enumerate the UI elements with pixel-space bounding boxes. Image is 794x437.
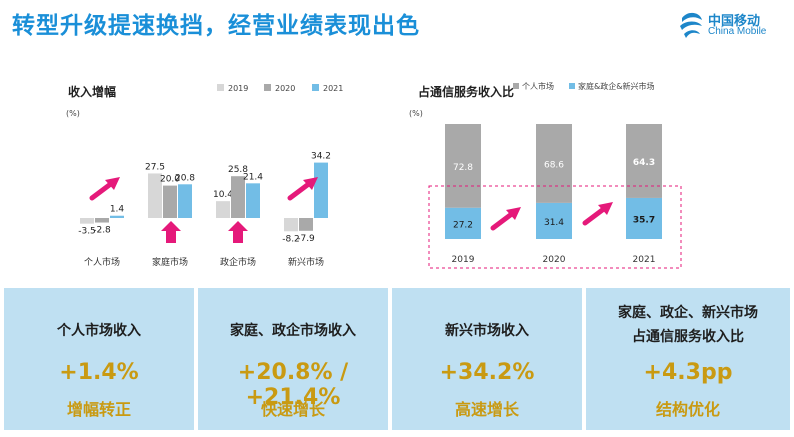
growth-arrow-2020-2021-shaft (582, 205, 608, 226)
stacked-bar-segment (536, 202, 572, 239)
card-note: 快速增长 (260, 400, 325, 419)
legend-swatch (217, 84, 224, 91)
growth-arrow-2019-2020-shaft (490, 210, 516, 231)
legend-label: 2019 (228, 84, 248, 93)
legend-swatch (264, 84, 271, 91)
card-value: +1.4% (59, 360, 139, 385)
legend-swatch (513, 83, 519, 89)
segment-value-label: 27.2 (453, 220, 473, 230)
category-label: 2019 (452, 255, 475, 265)
bar-value-label: 25.8 (228, 165, 248, 175)
growth-arrow-emerging-shaft (287, 180, 313, 201)
stacked-bar-segment (626, 124, 662, 198)
card-value: +4.3pp (643, 360, 733, 385)
segment-value-label: 35.7 (633, 215, 655, 225)
y-unit-label: (%) (409, 109, 423, 118)
bar (178, 184, 192, 218)
card-label: 家庭、政企、新兴市场 (618, 305, 758, 321)
bar (246, 183, 260, 218)
y-unit-label: (%) (66, 109, 80, 118)
bar-value-label: -2.8 (93, 226, 111, 236)
bar (148, 173, 162, 218)
bar (110, 215, 124, 218)
bar (299, 218, 313, 231)
bar-value-label: 20.8 (175, 173, 195, 183)
category-label: 新兴市场 (288, 256, 324, 268)
card-label: 新兴市场收入 (445, 323, 529, 339)
bar (95, 218, 109, 223)
bar (163, 185, 177, 218)
card-note: 结构优化 (655, 400, 720, 419)
logo-icon (680, 12, 702, 38)
growth-arrow-2019-2020-head (506, 207, 521, 220)
growth-arrow-personal-head (105, 177, 120, 190)
stacked-bar-segment (536, 124, 572, 203)
segment-value-label: 31.4 (544, 218, 564, 228)
segment-value-label: 68.6 (544, 160, 564, 170)
bar-value-label: 20.0 (160, 175, 180, 185)
card-value: +20.8% / +21.4% (237, 360, 349, 410)
logo-cn: 中国移动 (708, 14, 761, 29)
growth-arrow-personal-shaft (89, 180, 115, 201)
segment-value-label: 72.8 (453, 163, 473, 173)
stacked-bar-segment (445, 207, 481, 239)
bar (231, 176, 245, 218)
chart1-title: 收入增幅 (68, 85, 117, 99)
category-label: 家庭市场 (152, 256, 188, 268)
legend-swatch (569, 83, 575, 89)
card-emerging: 新兴市场收入 +34.2% 高速增长 (392, 288, 582, 430)
category-label: 个人市场 (84, 256, 120, 268)
card-personal: 个人市场收入 +1.4% 增幅转正 (4, 288, 194, 430)
logo-en: China Mobile (708, 26, 767, 37)
bar (314, 162, 328, 218)
card-share: 家庭、政企、新兴市场 占通信服务收入比 +4.3pp 结构优化 (586, 288, 790, 430)
category-label: 2021 (633, 255, 656, 265)
bar (216, 201, 230, 218)
card-label: 个人市场收入 (57, 323, 141, 339)
growth-arrow-2020-2021-head (598, 202, 613, 215)
segment-value-label: 64.3 (633, 158, 655, 168)
card-value: +34.2% (439, 360, 535, 385)
revenue-growth-chart: (%) 2019 2020 2021 -3.5-2.8 1.4 个人市场 27.5 20.020… (66, 84, 343, 268)
stacked-bar-segment (626, 197, 662, 239)
stacked-bar-segment (445, 124, 481, 208)
page-title: 转型升级提速换挡，经营业绩表现出色 (12, 13, 420, 39)
growth-arrow-emerging-head (303, 177, 318, 190)
card-label: 家庭、政企市场收入 (230, 323, 356, 339)
up-arrow-enterprise (228, 221, 248, 243)
card-note: 高速增长 (454, 400, 519, 419)
legend-label: 2020 (275, 84, 295, 93)
highlight-box (428, 185, 682, 269)
legend-swatch (312, 84, 319, 91)
category-label: 2020 (543, 255, 566, 265)
bar-value-label: 34.2 (311, 152, 331, 162)
card-note: 增幅转正 (66, 400, 131, 419)
bar (80, 218, 94, 224)
bar-value-label: 21.4 (243, 172, 263, 182)
up-arrow-home (161, 221, 181, 243)
chart2-title: 占通信服务收入比 (418, 85, 515, 99)
legend-label: 2021 (323, 84, 343, 93)
bar-value-label: -3.5 (78, 227, 96, 237)
revenue-share-chart: (%) 个人市场 家庭&政企&新兴市场 27.2 72.8 2019 31.4 68.6 202… (409, 81, 682, 269)
card-home-enterprise: 家庭、政企市场收入 +20.8% / +21.4% 快速增长 (198, 288, 388, 430)
legend-label: 个人市场 (522, 81, 554, 91)
card-label-2: 占通信服务收入比 (632, 329, 744, 345)
legend-label: 家庭&政企&新兴市场 (578, 81, 654, 91)
bar-value-label: 27.5 (145, 162, 165, 172)
bar (284, 218, 298, 232)
bar-value-label: -8.2 (282, 234, 300, 244)
category-label: 政企市场 (220, 256, 256, 268)
bar-value-label: -7.9 (297, 234, 315, 244)
china-mobile-logo: 中国移动 China Mobile (678, 8, 786, 44)
bar-value-label: 1.4 (110, 205, 125, 215)
bar-value-label: 10.4 (213, 190, 233, 200)
